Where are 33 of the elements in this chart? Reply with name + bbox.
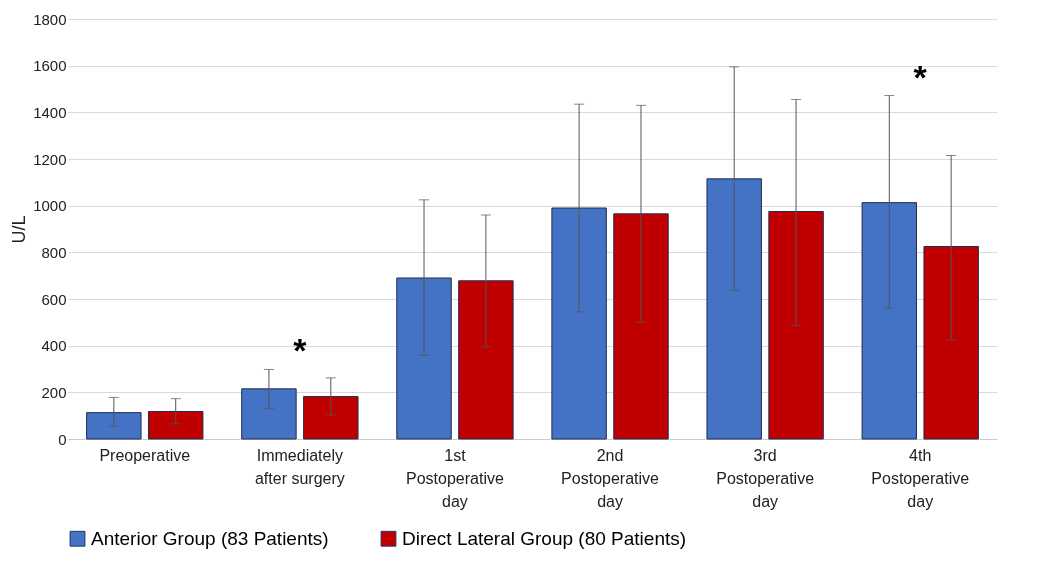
y-tick-label: 1800 [33, 10, 67, 28]
y-tick-label: 1200 [33, 150, 67, 168]
bar [706, 178, 762, 440]
y-tick-label: 0 [58, 430, 67, 448]
bar [613, 213, 669, 440]
x-tick-label: 2nd Postoperative day [561, 446, 660, 510]
bar [241, 388, 297, 440]
y-tick-label: 800 [41, 243, 67, 261]
y-tick-label: 1000 [33, 197, 67, 215]
annotation: * [913, 57, 928, 96]
y-tick-label: 1600 [33, 57, 67, 75]
bar [86, 412, 142, 440]
annotation: * [293, 331, 308, 370]
bar [396, 277, 452, 440]
bar [147, 410, 204, 440]
x-tick-label: 3rd Postoperative day [716, 446, 815, 510]
x-tick-label: 4th Postoperative day [871, 446, 970, 510]
bar [923, 246, 979, 440]
y-tick-label: 400 [41, 337, 67, 355]
x-tick-label: Preoperative [99, 446, 191, 464]
bar [551, 207, 607, 440]
y-tick-label: 200 [41, 383, 67, 401]
y-tick-label: 600 [41, 290, 67, 308]
y-axis-title: U/L [9, 215, 30, 244]
bar [458, 280, 514, 440]
legend-label: Anterior Group (83 Patients) [91, 527, 329, 549]
x-tick-label: Immediately after surgery [254, 446, 345, 487]
bar [861, 202, 918, 440]
bar [768, 211, 824, 440]
bar [303, 396, 359, 440]
y-tick-label: 1400 [33, 103, 67, 121]
legend-label: Direct Lateral Group (80 Patients) [402, 527, 687, 549]
x-tick-label: 1st Postoperative day [406, 446, 504, 510]
